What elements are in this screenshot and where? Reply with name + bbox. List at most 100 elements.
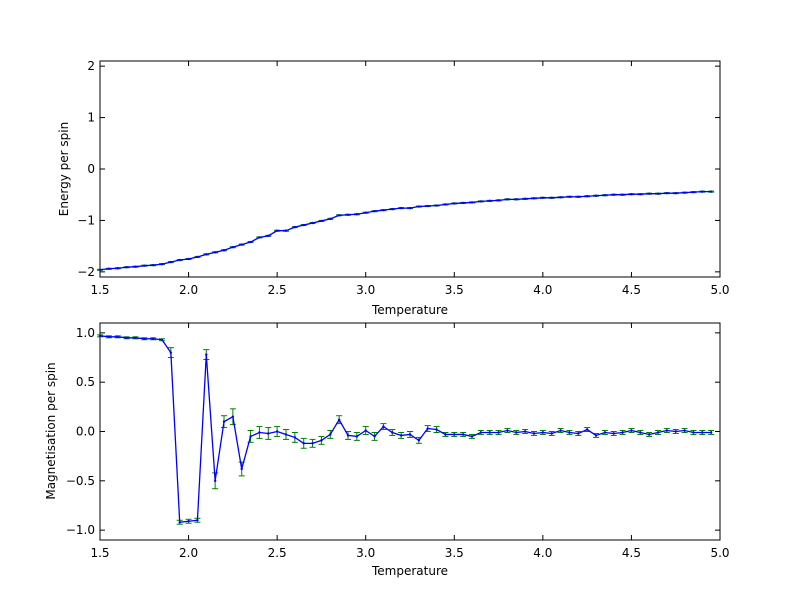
energy-data-point (346, 213, 350, 216)
magnetisation-data-point (568, 431, 571, 434)
energy-data-point (196, 255, 199, 259)
magnetisation-data-point (267, 432, 270, 435)
magnetisation-data-point (134, 336, 137, 339)
magnetisation-data-point (329, 433, 332, 436)
magnetisation-data-point (178, 521, 181, 524)
energy-data-point (373, 209, 376, 213)
energy-data-point (337, 214, 341, 217)
magnetisation-data-point (98, 334, 102, 338)
energy-data-point (178, 258, 181, 262)
energy-data-point (364, 211, 367, 214)
magnetisation-error-bars (97, 334, 715, 525)
energy-x-tick-label: 2.5 (268, 283, 287, 297)
magnetisation-data-point (187, 520, 190, 523)
magnetisation-data-point (320, 439, 323, 442)
energy-data-point (426, 204, 429, 208)
magnetisation-data-point (196, 519, 199, 522)
energy-data-point (329, 217, 332, 221)
magnetisation-ticks: 1.5 2.0 2.5 3.0 3.5 4.0 4.5 5.0 −1.0 −0.5 0.0 0.5 1.… (66, 323, 730, 560)
energy-data-point (444, 203, 447, 206)
magnetisation-data-point (550, 432, 553, 435)
magnetisation-data-point (125, 336, 128, 339)
magnetisation-data-point (213, 479, 217, 483)
energy-data-point (461, 201, 465, 205)
energy-x-tick-label: 5.0 (710, 283, 729, 297)
energy-data-point (284, 229, 288, 232)
energy-data-point (205, 253, 208, 256)
energy-data-point (506, 198, 509, 201)
energy-data-point (701, 190, 704, 193)
energy-data-point (577, 195, 580, 198)
magnetisation-subplot: 1.5 2.0 2.5 3.0 3.5 4.0 4.5 5.0 −1.0 −0.5 0.0 0.5 1.… (44, 322, 730, 578)
magnetisation-x-tick-label: 4.0 (533, 546, 552, 560)
energy-data-point (647, 192, 651, 195)
magnetisation-data-point (639, 431, 642, 434)
energy-data-point (585, 195, 589, 198)
energy-data-point (213, 251, 217, 254)
energy-data-point (550, 196, 553, 199)
energy-data-point (249, 240, 252, 244)
energy-data-point (603, 194, 607, 197)
magnetisation-data-point (709, 431, 713, 434)
magnetisation-data-point (683, 429, 686, 432)
magnetisation-data-point (674, 430, 677, 433)
magnetisation-data-point (116, 335, 119, 339)
energy-data-point (435, 204, 438, 207)
magnetisation-data-point (293, 436, 297, 439)
magnetisation-data-point (692, 431, 695, 434)
magnetisation-data-point (284, 433, 288, 436)
energy-data-point (231, 245, 235, 249)
magnetisation-data-point (470, 435, 474, 438)
energy-series-line (99, 190, 712, 271)
magnetisation-data-point (497, 431, 500, 434)
magnetisation-data-point (169, 351, 173, 354)
magnetisation-data-point (311, 442, 314, 445)
magnetisation-data-point (373, 435, 376, 438)
energy-data-point (523, 197, 527, 201)
energy-subplot: 1.5 2.0 2.5 3.0 3.5 4.0 4.5 5.0 −2 −1 0 1 2 Temperat… (57, 59, 730, 317)
energy-data-point (302, 223, 305, 227)
magnetisation-data-point (621, 431, 624, 434)
magnetisation-data-point (302, 442, 305, 445)
magnetisation-data-point (488, 431, 491, 434)
magnetisation-data-point (382, 425, 385, 428)
energy-x-tick-label: 3.0 (356, 283, 375, 297)
magnetisation-x-tick-label: 2.0 (179, 546, 198, 560)
energy-data-point (143, 264, 146, 267)
energy-data-point (134, 265, 137, 268)
magnetisation-data-point (594, 434, 598, 437)
energy-data-point (630, 193, 633, 196)
magnetisation-y-tick-label: 1.0 (76, 326, 95, 340)
energy-data-point (683, 191, 686, 194)
energy-x-tick-label: 2.0 (179, 283, 198, 297)
energy-y-tick-label: −2 (77, 265, 95, 279)
energy-data-point (382, 208, 385, 212)
magnetisation-data-point (391, 431, 394, 434)
magnetisation-data-point (515, 431, 518, 434)
magnetisation-x-tick-label: 2.5 (268, 546, 287, 560)
energy-data-point (98, 268, 102, 271)
magnetisation-y-tick-label: 0.0 (76, 425, 95, 439)
energy-data-point (479, 200, 483, 203)
magnetisation-y-axis-label: Magnetisation per spin (44, 362, 58, 499)
magnetisation-data-point (541, 431, 545, 434)
energy-data-point (125, 266, 128, 269)
energy-data-point (559, 196, 562, 199)
energy-data-point (160, 262, 164, 266)
magnetisation-data-point (222, 420, 226, 423)
energy-x-tick-label: 3.5 (445, 283, 464, 297)
energy-data-point (311, 221, 314, 225)
magnetisation-data-point (647, 433, 651, 436)
energy-ticks: 1.5 2.0 2.5 3.0 3.5 4.0 4.5 5.0 −2 −1 0 1 2 (77, 59, 729, 297)
magnetisation-data-point (258, 431, 261, 434)
magnetisation-data-point (417, 439, 421, 442)
energy-data-point (417, 205, 421, 208)
magnetisation-x-tick-label: 3.0 (356, 546, 375, 560)
energy-data-point (267, 234, 270, 238)
magnetisation-x-tick-label: 5.0 (710, 546, 729, 560)
magnetisation-y-tick-label: −0.5 (66, 474, 95, 488)
energy-data-point (453, 202, 456, 205)
magnetisation-data-point (506, 429, 509, 432)
magnetisation-data-point (435, 428, 438, 431)
energy-data-point (692, 190, 695, 194)
